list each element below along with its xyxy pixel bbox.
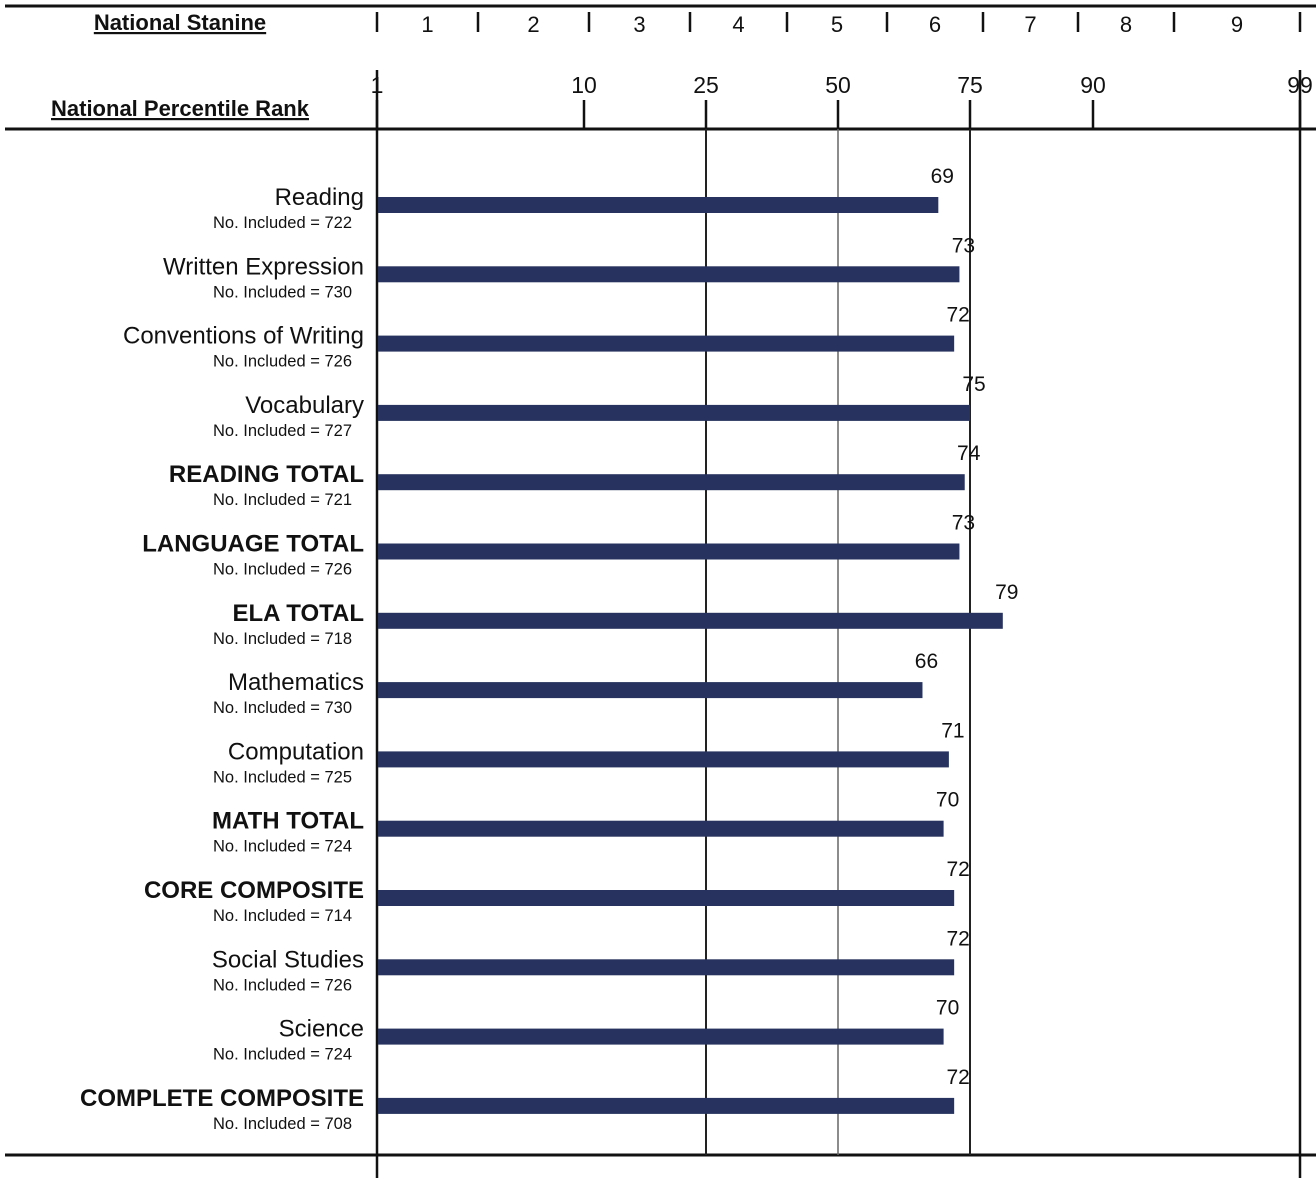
bar: [378, 404, 970, 421]
percentile-tick-label: 10: [571, 72, 597, 98]
n-included-label: No. Included = 726: [213, 353, 352, 371]
n-included-label: No. Included = 727: [213, 422, 352, 440]
stanine-label: 3: [633, 12, 645, 37]
bar: [378, 335, 955, 352]
n-included-label: No. Included = 714: [213, 907, 352, 925]
value-label: 72: [946, 1066, 969, 1089]
bar: [378, 751, 949, 768]
category-label: Computation: [228, 738, 364, 765]
value-label: 71: [941, 719, 964, 742]
percentile-tick-label: 75: [957, 72, 983, 98]
stanine-label: 1: [421, 12, 433, 37]
bar: [378, 266, 960, 283]
stanine-label: 6: [929, 12, 941, 37]
n-included-label: No. Included = 730: [213, 283, 352, 301]
percentile-tick-label: 25: [693, 72, 719, 98]
value-label: 74: [957, 442, 981, 465]
n-included-label: No. Included = 708: [213, 1115, 352, 1133]
category-label: LANGUAGE TOTAL: [142, 531, 364, 558]
bar: [378, 890, 955, 906]
category-label: Conventions of Writing: [123, 323, 364, 350]
stanine-header: National Stanine: [94, 10, 266, 35]
percentile-tick-label: 1: [371, 72, 384, 98]
value-label: 72: [946, 304, 969, 327]
bar: [378, 820, 944, 837]
value-label: 73: [952, 234, 975, 257]
bar: [378, 1028, 944, 1045]
bar: [378, 959, 955, 976]
n-included-label: No. Included = 721: [213, 491, 352, 509]
stanine-label: 4: [732, 12, 744, 37]
value-label: 66: [915, 650, 938, 673]
n-included-label: No. Included = 718: [213, 630, 352, 648]
percentile-tick-label: 90: [1080, 72, 1106, 98]
n-included-label: No. Included = 726: [213, 561, 352, 579]
value-label: 70: [936, 997, 959, 1020]
n-included-label: No. Included = 722: [213, 214, 352, 232]
bar: [378, 1097, 955, 1114]
percentile-tick-label: 50: [825, 72, 851, 98]
category-label: MATH TOTAL: [212, 808, 364, 835]
category-label: Vocabulary: [245, 392, 364, 419]
category-label: Science: [279, 1016, 364, 1043]
n-included-label: No. Included = 724: [213, 838, 352, 856]
category-label: READING TOTAL: [169, 461, 364, 488]
category-label: Mathematics: [228, 669, 364, 696]
n-included-label: No. Included = 725: [213, 768, 352, 786]
value-label: 70: [936, 789, 959, 812]
n-included-label: No. Included = 730: [213, 699, 352, 717]
bar: [378, 474, 965, 491]
category-label: ELA TOTAL: [232, 600, 364, 627]
percentile-tick-label: 99: [1287, 72, 1313, 98]
category-label: Reading: [275, 184, 364, 211]
n-included-label: No. Included = 724: [213, 1046, 352, 1064]
category-label: CORE COMPOSITE: [144, 877, 364, 904]
value-label: 72: [946, 927, 969, 950]
bar: [378, 197, 939, 213]
value-label: 69: [931, 165, 954, 188]
bar: [378, 612, 1003, 629]
value-label: 72: [946, 858, 969, 881]
category-label: Social Studies: [212, 946, 364, 973]
value-label: 75: [962, 373, 985, 396]
stanine-label: 7: [1024, 12, 1036, 37]
percentile-header: National Percentile Rank: [51, 96, 310, 121]
bar: [378, 682, 923, 699]
stanine-label: 5: [831, 12, 843, 37]
category-label: COMPLETE COMPOSITE: [80, 1085, 364, 1112]
n-included-label: No. Included = 726: [213, 976, 352, 994]
stanine-label: 2: [527, 12, 539, 37]
bar: [378, 543, 960, 560]
stanine-label: 8: [1120, 12, 1132, 37]
value-label: 73: [952, 512, 975, 535]
value-label: 79: [995, 581, 1018, 604]
category-label: Written Expression: [163, 253, 364, 280]
stanine-label: 9: [1231, 12, 1243, 37]
